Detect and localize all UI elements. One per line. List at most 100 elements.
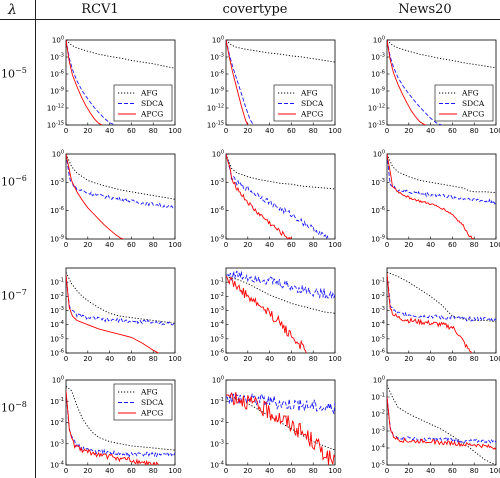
x-tick-label: 0 <box>385 355 389 363</box>
y-tick-label: 10-6 <box>210 70 224 79</box>
legend-label-apcg: APCG <box>300 110 323 119</box>
y-tick-label: 10-4 <box>210 320 224 329</box>
x-tick-label: 80 <box>470 467 479 475</box>
y-tick-label: 10-12 <box>47 104 64 113</box>
x-tick-label: 40 <box>265 355 274 363</box>
y-tick-label: 10-3 <box>210 306 224 315</box>
series-line-afg <box>387 384 496 465</box>
y-tick-label: 10-3 <box>371 306 385 315</box>
x-tick-label: 100 <box>489 127 500 135</box>
y-tick-label: 10-9 <box>371 87 385 96</box>
y-tick-label: 10-3 <box>210 178 224 187</box>
legend-label-afg: AFG <box>461 89 479 98</box>
y-tick-label: 10-1 <box>50 278 64 287</box>
x-tick-label: 0 <box>224 241 228 249</box>
y-tick-label: 10-9 <box>50 87 64 96</box>
x-tick-label: 0 <box>64 467 68 475</box>
y-tick-label: 10-3 <box>371 53 385 62</box>
y-tick-label: 10-4 <box>50 461 64 470</box>
x-tick-label: 80 <box>149 127 158 135</box>
x-tick-label: 40 <box>105 355 114 363</box>
y-tick-label: 10-3 <box>371 178 385 187</box>
x-tick-label: 60 <box>448 467 457 475</box>
series-line-apcg <box>226 276 307 353</box>
x-tick-label: 100 <box>328 127 341 135</box>
x-tick-label: 0 <box>64 241 68 249</box>
column-separator <box>35 0 36 478</box>
x-tick-label: 40 <box>105 241 114 249</box>
x-tick-label: 60 <box>127 127 136 135</box>
y-tick-label: 10-4 <box>371 320 385 329</box>
series-line-sdca <box>387 40 442 125</box>
y-tick-label: 100 <box>52 150 64 159</box>
x-tick-label: 0 <box>64 127 68 135</box>
legend-label-sdca: SDCA <box>141 398 164 407</box>
x-tick-label: 20 <box>404 355 413 363</box>
x-tick-label: 40 <box>426 355 435 363</box>
legend-label-sdca: SDCA <box>462 99 485 108</box>
y-tick-label: 10-12 <box>207 104 224 113</box>
y-tick-label: 10-3 <box>50 53 64 62</box>
x-tick-label: 40 <box>105 127 114 135</box>
y-tick-label: 100 <box>52 376 64 385</box>
y-tick-label: 10-1 <box>50 397 64 406</box>
series-line-afg <box>387 154 496 194</box>
y-tick-label: 10-1 <box>371 393 385 402</box>
x-tick-label: 80 <box>309 467 318 475</box>
x-tick-label: 0 <box>224 127 228 135</box>
y-tick-label: 10-2 <box>50 292 64 301</box>
x-tick-label: 80 <box>470 355 479 363</box>
series-line-afg <box>226 154 335 190</box>
x-tick-label: 60 <box>127 355 136 363</box>
x-tick-label: 60 <box>287 241 296 249</box>
series-line-apcg <box>226 40 249 125</box>
x-tick-label: 20 <box>404 127 413 135</box>
header-separator <box>0 19 500 20</box>
legend-label-apcg: APCG <box>140 110 163 119</box>
series-line-apcg <box>226 154 292 239</box>
y-tick-label: 10-1 <box>210 278 224 287</box>
x-tick-label: 40 <box>426 467 435 475</box>
x-tick-label: 20 <box>243 241 252 249</box>
y-tick-label: 10-6 <box>371 349 385 358</box>
legend-label-sdca: SDCA <box>301 99 324 108</box>
legend-box <box>273 84 333 122</box>
x-tick-label: 0 <box>224 467 228 475</box>
plot-frame <box>65 39 176 126</box>
y-tick-label: 10-3 <box>50 178 64 187</box>
x-tick-label: 100 <box>168 241 181 249</box>
series-line-apcg <box>387 40 427 125</box>
legend-label-afg: AFG <box>300 89 318 98</box>
subplot-r1c1: 0 20 40 60 80 100 100 10-3 10-6 10-9 <box>210 150 342 250</box>
y-tick-label: 10-6 <box>371 70 385 79</box>
series-line-apcg <box>66 154 124 239</box>
x-tick-label: 60 <box>287 355 296 363</box>
y-tick-label: 10-9 <box>210 87 224 96</box>
subplot-r3c1: 0 20 40 60 80 100 100 10-1 10-2 10-3 10-4 <box>210 376 342 476</box>
x-tick-label: 20 <box>404 467 413 475</box>
subplot-r1c2: 0 20 40 60 80 100 100 10-3 10-6 10-9 <box>371 150 500 250</box>
x-tick-label: 20 <box>83 355 92 363</box>
subplot-r2c0: 0 20 40 60 80 100 10-1 10-2 10-3 10-4 10-5 10-6 <box>50 267 182 363</box>
y-tick-label: 100 <box>212 376 224 385</box>
row-label-0: 10−5 <box>1 66 27 81</box>
y-tick-label: 10-3 <box>50 306 64 315</box>
plot-frame <box>65 267 176 354</box>
series-line-afg <box>66 154 175 200</box>
subplot-r0c1: 0 20 40 60 80 100 100 10-3 10-6 10-9 10-12 10-15 AFG… <box>207 36 342 136</box>
series-line-apcg <box>66 40 103 125</box>
x-tick-label: 80 <box>470 241 479 249</box>
y-tick-label: 10-3 <box>371 427 385 436</box>
legend-label-apcg: APCG <box>461 110 484 119</box>
x-tick-label: 40 <box>426 127 435 135</box>
legend-box <box>434 84 494 122</box>
series-line-apcg <box>66 390 159 465</box>
y-tick-label: 10-6 <box>50 349 64 358</box>
y-tick-label: 10-2 <box>371 410 385 419</box>
lambda-header: λ <box>8 2 17 18</box>
x-tick-label: 40 <box>265 467 274 475</box>
series-line-afg <box>387 40 496 69</box>
